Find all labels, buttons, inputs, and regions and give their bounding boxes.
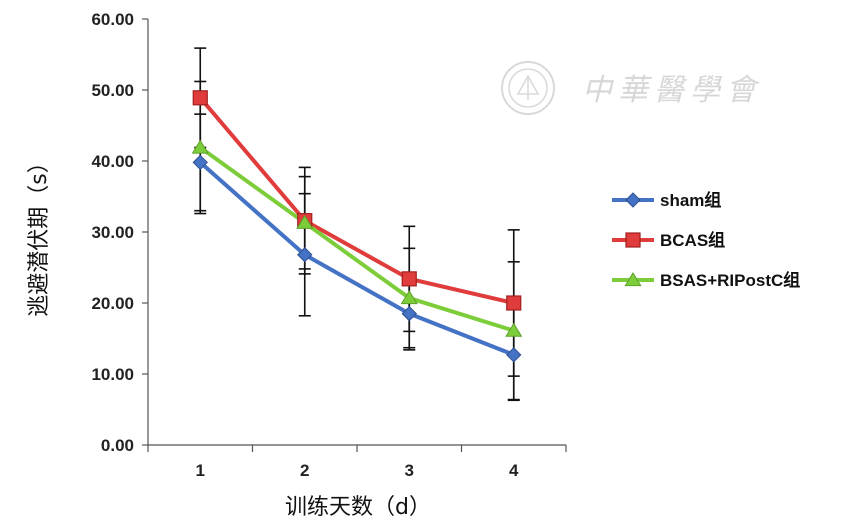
watermark: 中華醫學會 xyxy=(501,61,762,115)
y-tick-label: 0.00 xyxy=(101,436,134,455)
legend-item: BSAS+RIPostC组 xyxy=(612,270,800,290)
data-point xyxy=(192,154,208,171)
x-tick-label: 3 xyxy=(405,461,414,480)
data-point xyxy=(296,214,314,229)
legend-item: sham组 xyxy=(612,190,721,210)
y-axis-title: 逃避潜伏期（s） xyxy=(27,151,52,316)
data-point xyxy=(505,322,523,337)
x-axis-title: 训练天数（d） xyxy=(285,495,431,520)
y-tick-label: 50.00 xyxy=(91,81,134,100)
data-point xyxy=(506,347,522,363)
axes: 0.00 10.00 20.00 30.00 40.00 50.00 60.00 1 2 3 4 xyxy=(91,10,567,480)
watermark-seal-icon xyxy=(501,61,555,115)
data-point xyxy=(401,271,417,287)
x-tick-label: 4 xyxy=(509,461,519,480)
legend-item: BCAS组 xyxy=(612,230,725,250)
y-tick-label: 30.00 xyxy=(91,223,134,242)
data-point xyxy=(297,247,313,263)
series-line-1 xyxy=(198,160,515,357)
y-tick-label: 40.00 xyxy=(91,152,134,171)
data-point xyxy=(400,290,418,305)
data-point xyxy=(191,139,209,154)
y-tick-label: 20.00 xyxy=(91,294,134,313)
legend-label: sham组 xyxy=(660,190,721,210)
legend-label: BSAS+RIPostC组 xyxy=(660,270,800,290)
watermark-text: 中華醫學會 xyxy=(582,73,762,108)
legend: sham组 BCAS组 BSAS+RIPostC组 xyxy=(612,190,800,290)
legend-marker xyxy=(625,232,641,248)
error-bars xyxy=(194,47,520,402)
y-tick-label: 10.00 xyxy=(91,365,134,384)
data-point xyxy=(506,295,522,311)
legend-marker xyxy=(624,272,642,287)
y-tick-label: 60.00 xyxy=(91,10,134,29)
x-tick-label: 2 xyxy=(300,461,309,480)
series-markers xyxy=(191,90,523,363)
series-line-3 xyxy=(199,145,515,333)
series-lines xyxy=(198,96,515,357)
data-point xyxy=(192,90,208,106)
x-tick-label: 1 xyxy=(196,461,205,480)
legend-marker xyxy=(625,192,641,208)
series-line-2 xyxy=(198,96,515,305)
data-point xyxy=(401,305,417,322)
legend-label: BCAS组 xyxy=(660,230,725,250)
